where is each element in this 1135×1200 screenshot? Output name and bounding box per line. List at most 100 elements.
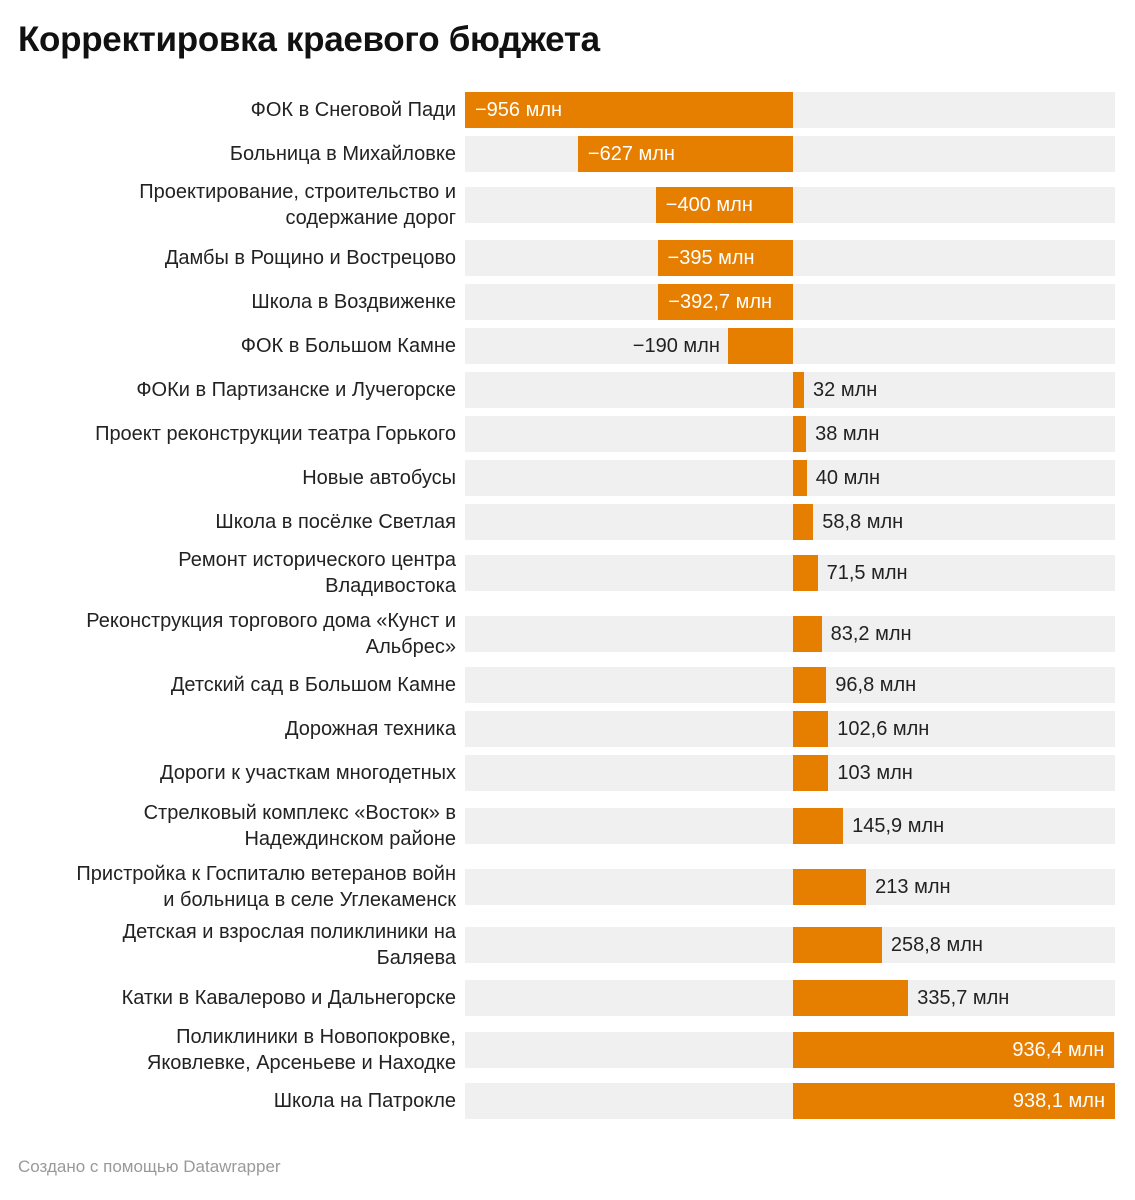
bar <box>793 504 814 540</box>
bar <box>793 416 807 452</box>
category-label: ФОК в Большом Камне <box>241 333 456 359</box>
bar <box>793 616 822 652</box>
category-label-line: ФОК в Большом Камне <box>240 335 456 357</box>
value-label: −627 млн <box>587 143 675 165</box>
row-background <box>465 504 1115 540</box>
value-label: −392,7 млн <box>668 291 773 313</box>
bar <box>793 1032 1115 1068</box>
category-label: Школа в посёлке Светлая <box>215 509 456 535</box>
category-label: Школа на Патрокле <box>274 1088 456 1114</box>
value-label: 145,9 млн <box>852 815 945 837</box>
category-label-line: и больница в селе Углекаменск <box>163 889 456 911</box>
category-label-line: содержание дорог <box>285 207 456 229</box>
category-label-line: Школа в посёлке Светлая <box>215 511 456 533</box>
bar <box>727 328 794 364</box>
category-label-line: Катки в Кавалерово и Дальнегорске <box>121 987 456 1009</box>
category-label-line: Дорожная техника <box>285 718 456 740</box>
value-label: 213 млн <box>875 876 951 898</box>
value-label: 32 млн <box>813 379 878 401</box>
value-label: −956 млн <box>475 99 563 121</box>
bar <box>793 755 829 791</box>
bar <box>658 284 794 320</box>
row-background <box>465 555 1115 591</box>
row-background <box>465 711 1115 747</box>
category-label-line: ФОКи в Партизанске и Лучегорске <box>136 379 456 401</box>
category-label-line: Детская и взрослая поликлиники на <box>122 921 456 943</box>
category-label: Поликлиники в Новопокровке, Яковлевке, Ар… <box>147 1024 456 1076</box>
bar <box>465 92 794 128</box>
row-background <box>465 808 1115 844</box>
bar <box>793 869 867 905</box>
category-label: Стрелковый комплекс «Восток» в Надеждинск… <box>144 800 456 852</box>
category-label: Школа в Воздвиженке <box>251 289 456 315</box>
category-label-line: Баляева <box>376 947 456 969</box>
category-label-line: Стрелковый комплекс «Восток» в <box>143 802 456 824</box>
category-label: Больница в Михайловке <box>230 141 456 167</box>
category-label-line: Школа в Воздвиженке <box>251 291 456 313</box>
row-background <box>465 667 1115 703</box>
category-label: ФОКи в Партизанске и Лучегорске <box>136 377 456 403</box>
category-label: Реконструкция торгового дома «Кунст и Аль… <box>86 608 456 660</box>
category-label-line: Надеждинском районе <box>244 828 456 850</box>
bar <box>657 240 794 276</box>
row-background <box>465 416 1115 452</box>
category-label-line: Ремонт исторического центра <box>178 549 456 571</box>
value-label: 938,1 млн <box>1012 1090 1105 1112</box>
value-label: 936,4 млн <box>1012 1039 1105 1061</box>
bar <box>793 372 805 408</box>
bar <box>793 927 882 963</box>
value-label: 102,6 млн <box>837 718 930 740</box>
category-label-line: Новые автобусы <box>302 467 456 489</box>
value-label: 83,2 млн <box>830 623 912 645</box>
category-label-line: Альбрес» <box>365 636 456 658</box>
category-label-line: Проектирование, строительство и <box>139 181 456 203</box>
chart-title: Корректировка краевого бюджета <box>18 20 600 59</box>
category-label-line: Проект реконструкции театра Горького <box>95 423 456 445</box>
category-label: ФОК в Снеговой Пади <box>251 97 456 123</box>
value-label: 335,7 млн <box>917 987 1010 1009</box>
bar <box>793 808 844 844</box>
category-label: Детский сад в Большом Камне <box>171 672 456 698</box>
bar <box>655 187 794 223</box>
category-label: Ремонт исторического центра Владивостока <box>178 547 456 599</box>
category-label-line: Яковлевке, Арсеньеве и Находке <box>146 1052 456 1074</box>
bar <box>793 711 829 747</box>
category-label-line: Реконструкция торгового дома «Кунст и <box>86 610 456 632</box>
row-background <box>465 616 1115 652</box>
value-label: 58,8 млн <box>822 511 904 533</box>
category-label: Катки в Кавалерово и Дальнегорске <box>122 985 456 1011</box>
row-background <box>465 372 1115 408</box>
row-background <box>465 927 1115 963</box>
category-label-line: Детский сад в Большом Камне <box>170 674 456 696</box>
category-label: Проектирование, строительство и содержани… <box>139 179 456 231</box>
bar <box>793 460 807 496</box>
bar <box>577 136 794 172</box>
category-label-line: Школа на Патрокле <box>273 1090 456 1112</box>
category-label-line: Поликлиники в Новопокровке, <box>176 1026 456 1048</box>
value-label: 38 млн <box>815 423 880 445</box>
category-label: Новые автобусы <box>302 465 456 491</box>
bar <box>793 1083 1115 1119</box>
category-label-line: Дамбы в Рощино и Вострецово <box>164 247 456 269</box>
value-label: −395 млн <box>667 247 755 269</box>
value-label: −190 млн <box>632 335 720 357</box>
value-label: 96,8 млн <box>835 674 917 696</box>
category-label-line: Пристройка к Госпиталю ветеранов войн <box>76 863 456 885</box>
category-label-line: Дороги к участкам многодетных <box>160 762 456 784</box>
category-label: Дамбы в Рощино и Вострецово <box>165 245 456 271</box>
category-label: Детская и взрослая поликлиники на Баляева <box>123 919 456 971</box>
footer-credit: Создано с помощью Datawrapper <box>18 1157 281 1176</box>
category-label-line: Владивостока <box>325 575 456 597</box>
value-label: 71,5 млн <box>826 562 908 584</box>
value-label: 40 млн <box>815 467 881 489</box>
category-label: Дорожная техника <box>285 716 456 742</box>
value-label: 103 млн <box>837 762 913 784</box>
category-label: Дороги к участкам многодетных <box>160 760 456 786</box>
bar <box>793 980 909 1016</box>
category-label: Пристройка к Госпиталю ветеранов войн и б… <box>76 861 456 913</box>
row-background <box>465 869 1115 905</box>
value-label: 258,8 млн <box>890 934 983 956</box>
value-label: −400 млн <box>665 194 753 216</box>
category-label-line: Больница в Михайловке <box>229 143 456 165</box>
